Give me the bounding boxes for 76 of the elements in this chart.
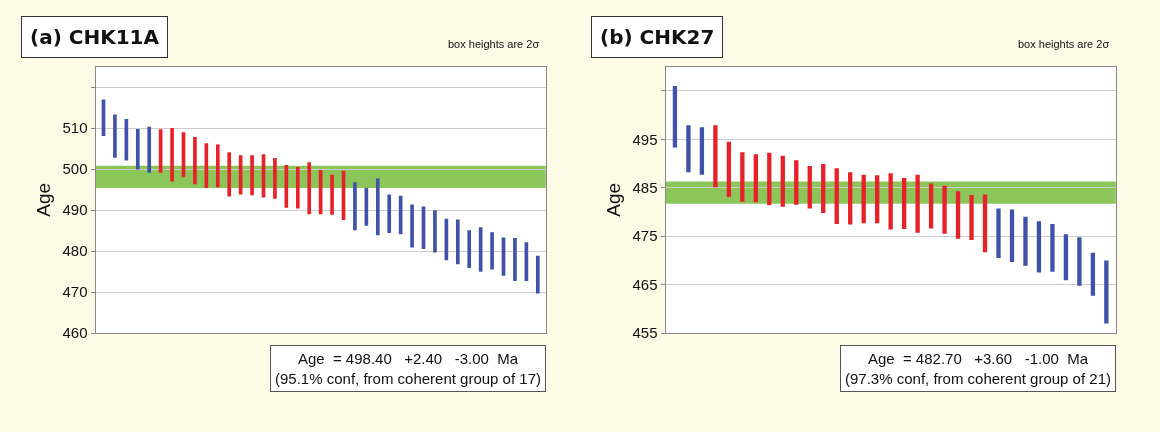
y-axis-title: Age bbox=[33, 182, 55, 217]
bar bbox=[170, 128, 174, 182]
y-tick-label: 485 bbox=[632, 179, 658, 197]
text: (97.3% conf, from coherent group of 21) bbox=[845, 369, 1111, 387]
bar bbox=[955, 191, 961, 239]
bar bbox=[713, 125, 718, 188]
bar bbox=[375, 178, 380, 236]
bar bbox=[513, 238, 517, 282]
bar bbox=[834, 168, 839, 225]
bar bbox=[942, 185, 947, 234]
bar bbox=[215, 144, 220, 188]
bar bbox=[780, 155, 785, 207]
bar bbox=[848, 172, 853, 225]
bar bbox=[467, 230, 472, 268]
bar bbox=[969, 195, 974, 241]
y-axis-title: Age bbox=[603, 182, 625, 217]
chart-title: (a) CHK11A bbox=[30, 25, 160, 49]
bar bbox=[295, 167, 300, 209]
bar bbox=[193, 137, 197, 185]
text: Age = 482.70 +3.60 -1.00 Ma bbox=[867, 350, 1089, 367]
bar bbox=[726, 141, 732, 197]
bar bbox=[1104, 260, 1109, 324]
bar bbox=[753, 154, 758, 203]
chart-title: (b) CHK27 bbox=[600, 25, 715, 49]
bar bbox=[490, 232, 494, 270]
text: (95.1% conf, from coherent group of 17) bbox=[275, 369, 541, 387]
bar bbox=[1063, 234, 1069, 281]
bar bbox=[915, 174, 920, 233]
bar bbox=[1077, 237, 1082, 286]
y-tick-label: 475 bbox=[632, 227, 658, 245]
bar bbox=[928, 183, 934, 229]
bar bbox=[135, 128, 140, 170]
bar bbox=[455, 219, 460, 265]
bar bbox=[794, 160, 799, 205]
bar bbox=[330, 174, 334, 215]
text: box heights are 2σ bbox=[1018, 38, 1110, 50]
y-tick-label: 455 bbox=[632, 324, 658, 342]
text: Age = 498.40 +2.40 -3.00 Ma bbox=[297, 350, 519, 367]
bar bbox=[996, 208, 1001, 259]
bar bbox=[901, 178, 907, 229]
bar bbox=[672, 85, 678, 148]
bar bbox=[1036, 221, 1042, 273]
bar bbox=[699, 127, 705, 175]
bar bbox=[387, 194, 392, 234]
bar bbox=[410, 204, 414, 248]
y-tick-label: 495 bbox=[632, 130, 658, 148]
bar bbox=[1023, 216, 1028, 266]
y-tick-label: 510 bbox=[62, 119, 88, 137]
bar bbox=[807, 165, 812, 209]
bar bbox=[1050, 224, 1055, 272]
y-tick-label: 490 bbox=[62, 201, 88, 219]
bar bbox=[353, 182, 357, 231]
bar bbox=[982, 194, 988, 253]
bar bbox=[535, 255, 540, 294]
bar bbox=[1090, 252, 1096, 296]
bar bbox=[433, 210, 437, 253]
bar bbox=[273, 158, 277, 199]
y-tick-label: 500 bbox=[62, 160, 88, 178]
y-tick-label: 480 bbox=[62, 242, 88, 260]
y-tick-label: 460 bbox=[62, 324, 88, 342]
bar bbox=[888, 173, 893, 230]
bar bbox=[767, 152, 772, 206]
bar bbox=[113, 114, 117, 158]
y-tick-label: 470 bbox=[62, 283, 88, 301]
bar bbox=[686, 125, 691, 173]
bar bbox=[875, 175, 880, 224]
text: box heights are 2σ bbox=[448, 38, 540, 50]
bar bbox=[307, 162, 312, 215]
bar bbox=[250, 155, 254, 196]
bar bbox=[861, 174, 866, 224]
bar bbox=[740, 152, 745, 202]
y-tick-label: 465 bbox=[632, 275, 658, 293]
bar bbox=[821, 164, 826, 213]
bar bbox=[147, 126, 152, 173]
bar bbox=[1009, 209, 1015, 262]
bar bbox=[227, 152, 232, 197]
